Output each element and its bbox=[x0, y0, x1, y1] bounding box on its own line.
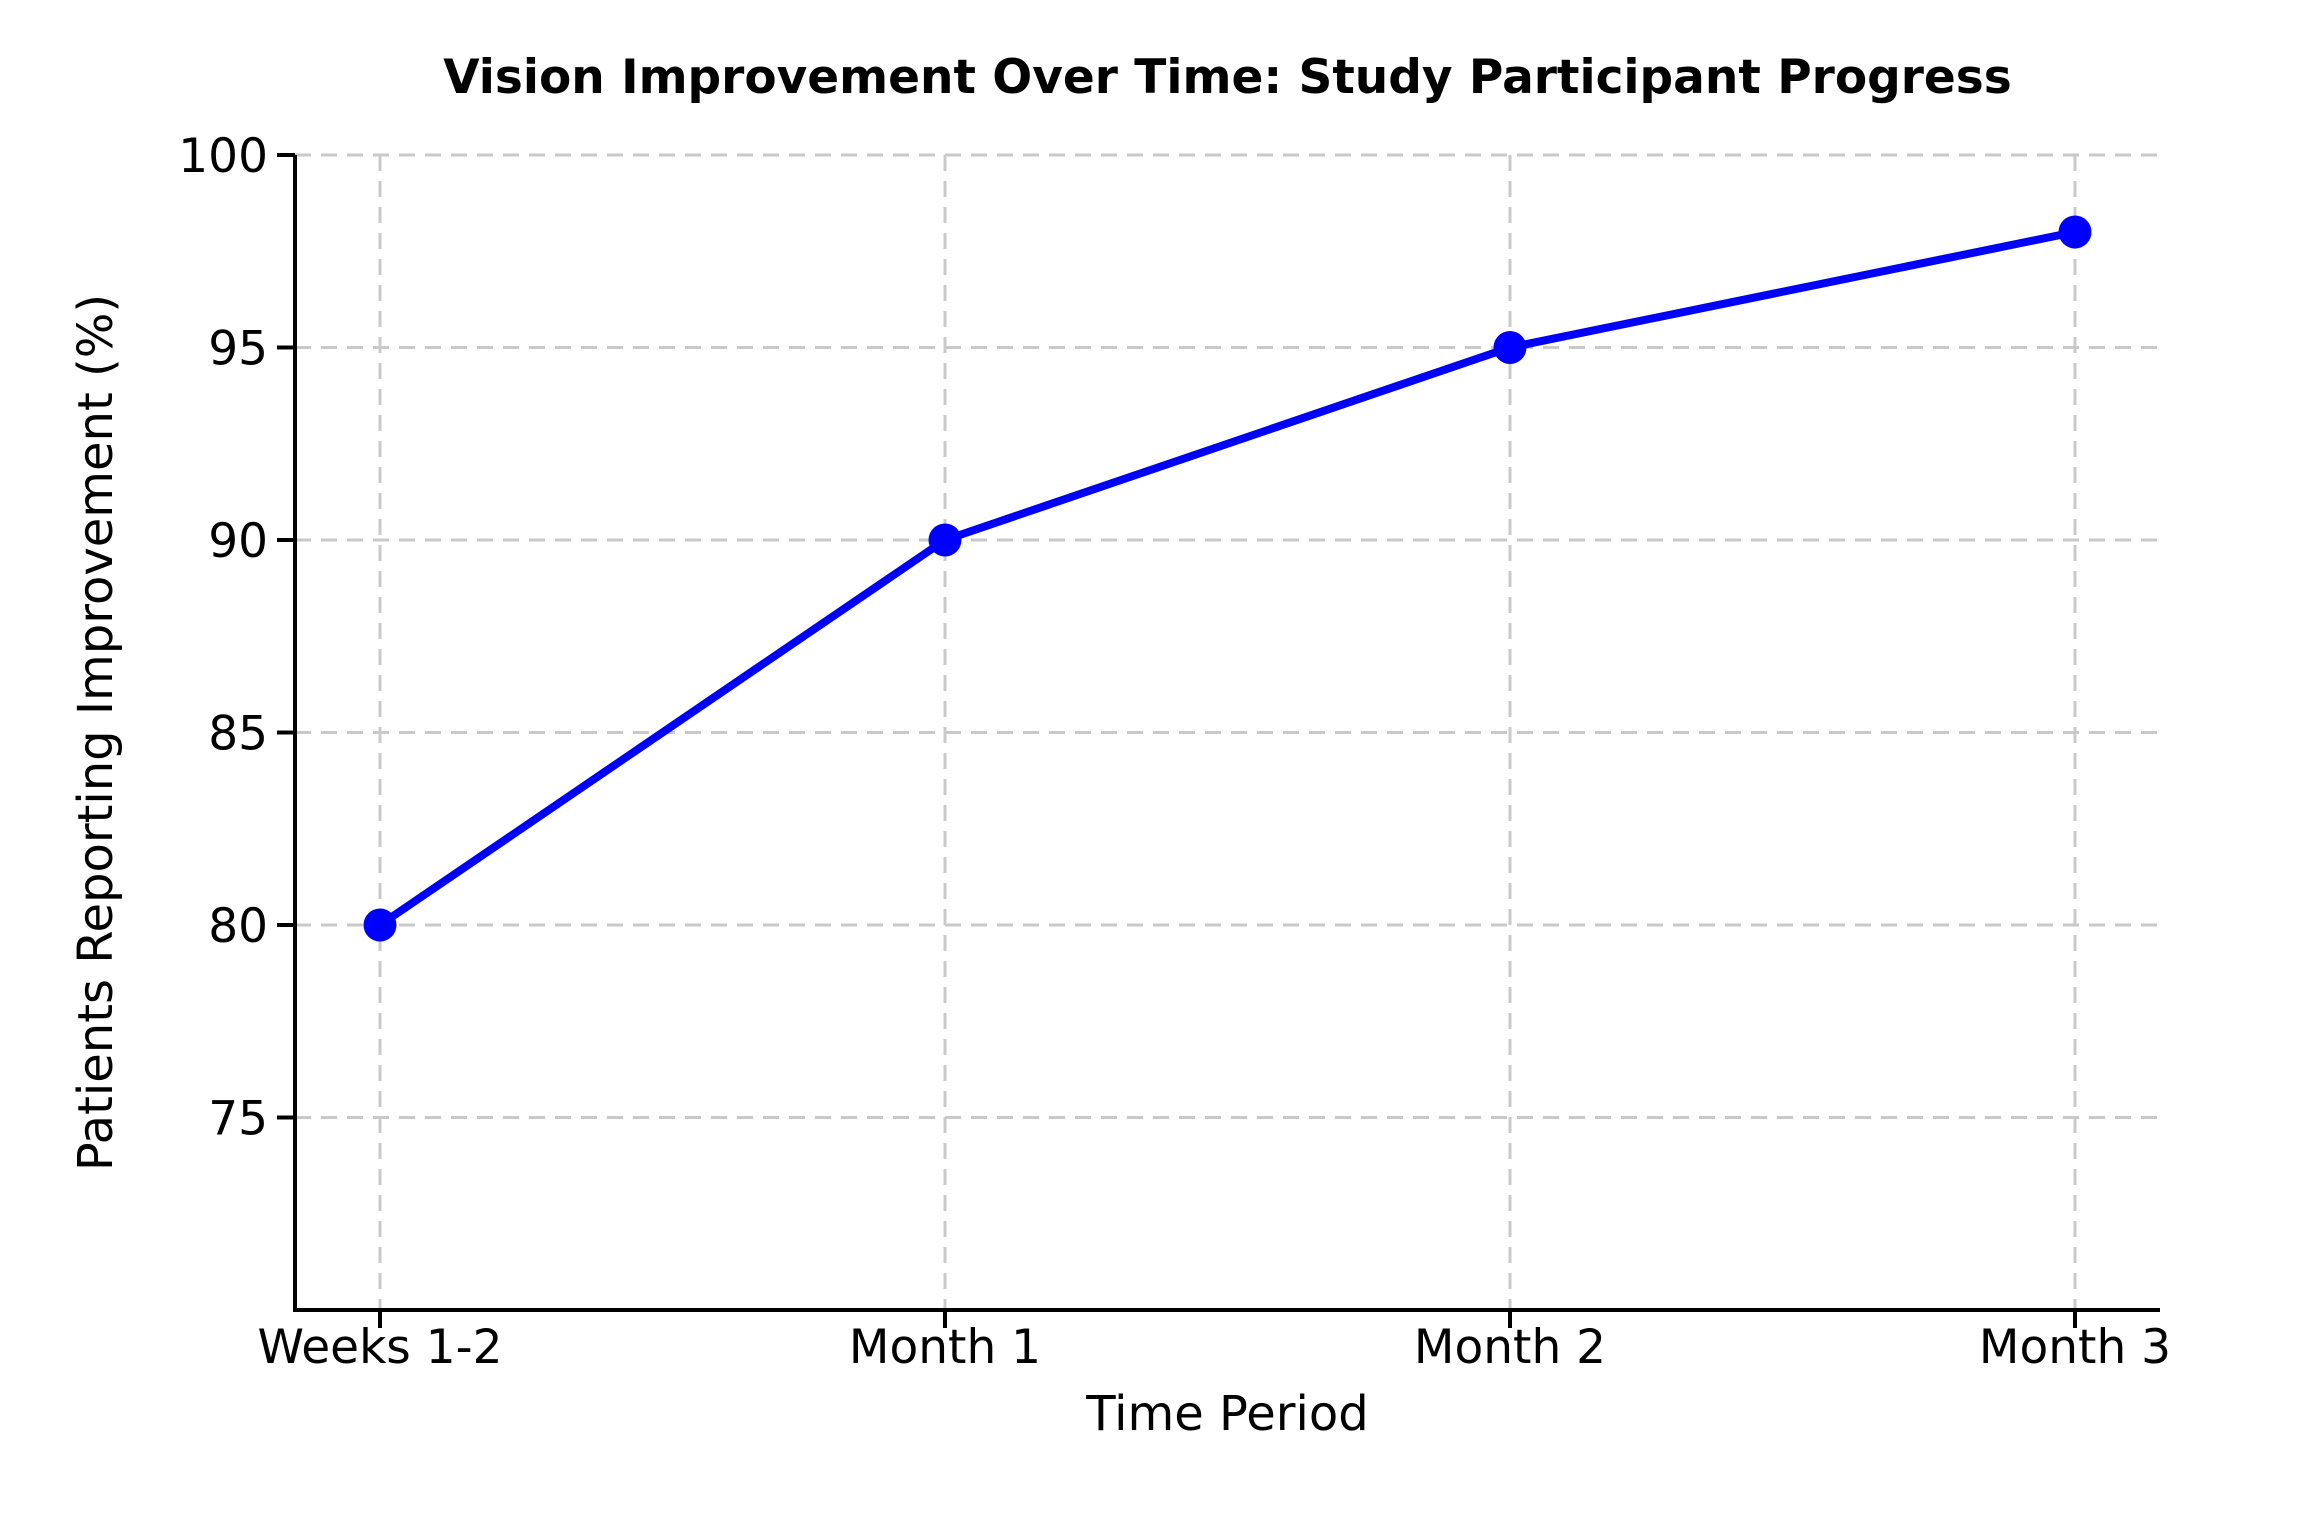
chart-title: Vision Improvement Over Time: Study Part… bbox=[443, 50, 2012, 105]
trend-line bbox=[376, 228, 2079, 929]
y-tick-label: 95 bbox=[208, 322, 268, 377]
axis-layer bbox=[277, 153, 2160, 1328]
x-axis-label: Time Period bbox=[1085, 1386, 1368, 1442]
tick-label-layer: 75 80 85 90 95 100 Weeks 1-2 Month 1 Month 2 Mont… bbox=[178, 129, 2171, 1375]
data-point-marker bbox=[2058, 215, 2092, 249]
x-tick-label: Weeks 1-2 bbox=[258, 1320, 503, 1375]
y-tick-label: 90 bbox=[208, 514, 268, 569]
y-tick-label: 80 bbox=[208, 899, 268, 954]
y-tick-label: 85 bbox=[208, 707, 268, 762]
x-tick-label: Month 3 bbox=[1979, 1320, 2171, 1375]
data-point-marker bbox=[1493, 331, 1527, 364]
y-tick-label: 100 bbox=[178, 129, 268, 184]
y-axis-label: Patients Reporting Improvement (%) bbox=[68, 294, 124, 1171]
grid-layer bbox=[295, 153, 2160, 1310]
y-tick-label: 75 bbox=[208, 1092, 268, 1147]
x-tick-label: Month 1 bbox=[849, 1320, 1041, 1375]
data-point-marker bbox=[928, 523, 962, 557]
x-tick-label: Month 2 bbox=[1414, 1320, 1606, 1375]
series-layer bbox=[363, 215, 2092, 942]
data-point-marker bbox=[363, 908, 397, 942]
